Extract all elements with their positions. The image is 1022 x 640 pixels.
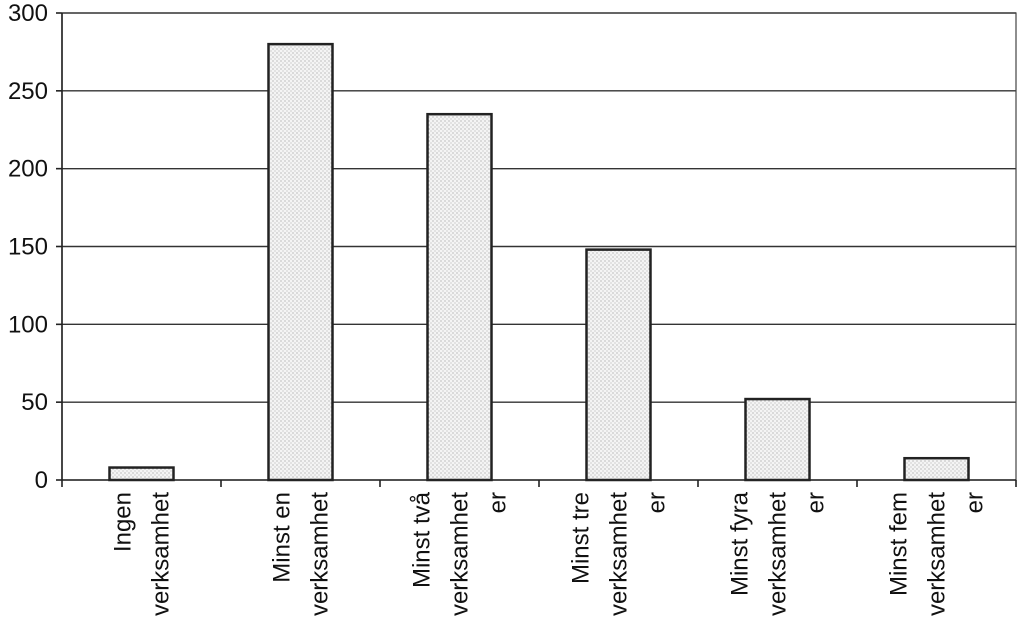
bar	[426, 112, 493, 482]
bar	[108, 466, 175, 482]
x-category-label: er	[485, 492, 512, 513]
axes	[56, 12, 1017, 487]
x-category-label: er	[803, 492, 830, 513]
x-category-label: verksamhet	[765, 492, 792, 616]
gridlines	[62, 12, 1016, 403]
y-tick-label: 0	[35, 467, 48, 494]
bar	[903, 456, 970, 482]
bar	[585, 248, 652, 482]
labels: 0 50 100 150 200 250 300 Ingen verksamhet Minst e…	[8, 0, 989, 616]
bars	[108, 42, 970, 482]
x-category-label: er	[644, 492, 671, 513]
x-category-label: Minst tre	[568, 492, 595, 584]
bar	[744, 397, 811, 482]
x-category-label: er	[962, 492, 989, 513]
y-tick-label: 300	[8, 0, 48, 27]
x-category-label: Minst två	[409, 491, 436, 588]
x-category-label: verksamhet	[606, 492, 633, 616]
y-tick-label: 100	[8, 311, 48, 338]
x-category-label: verksamhet	[148, 492, 175, 616]
y-tick-label: 150	[8, 234, 48, 261]
x-category-label: Ingen	[110, 492, 137, 552]
x-category-label: verksamhet	[924, 492, 951, 616]
bar	[267, 42, 334, 482]
x-category-label: verksamhet	[447, 492, 474, 616]
y-tick-label: 50	[21, 389, 48, 416]
x-category-label: Minst fyra	[727, 491, 754, 596]
x-category-label: Minst fem	[886, 492, 913, 596]
y-tick-label: 250	[8, 78, 48, 105]
x-category-label: Minst en	[269, 492, 296, 583]
y-tick-label: 200	[8, 156, 48, 183]
x-category-label: verksamhet	[307, 492, 334, 616]
